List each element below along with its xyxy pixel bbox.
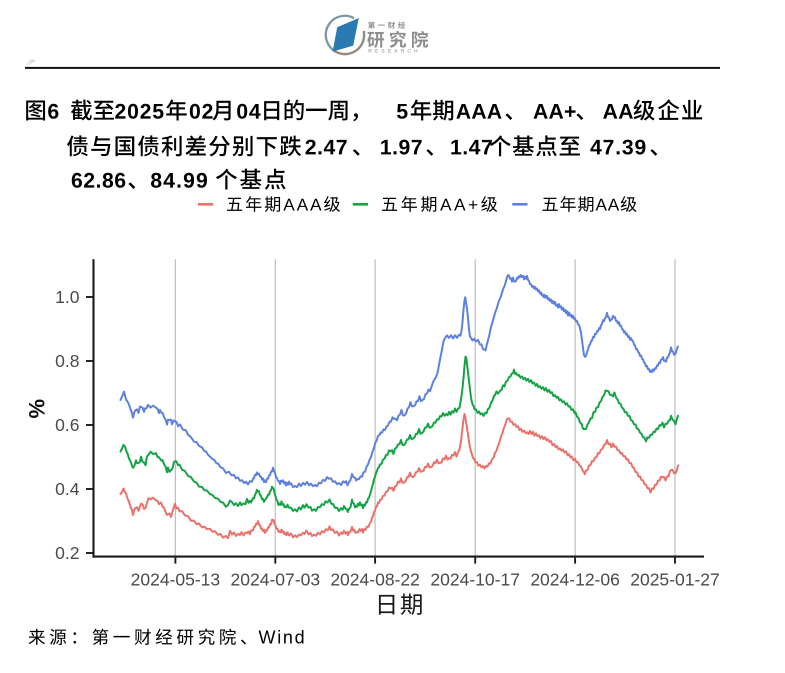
svg-text:1.0: 1.0 [55,287,80,307]
svg-text:2024-12-06: 2024-12-06 [530,570,620,590]
svg-text:2025-01-27: 2025-01-27 [630,570,720,590]
svg-text:0.6: 0.6 [55,415,79,435]
svg-text:2024-10-17: 2024-10-17 [430,570,520,590]
svg-text:2024-08-22: 2024-08-22 [330,570,420,590]
svg-text:Wind: Wind [259,628,307,648]
svg-text:0.2: 0.2 [55,543,79,563]
svg-text:0.4: 0.4 [55,479,80,499]
svg-text:0.8: 0.8 [55,351,79,371]
svg-text:2024-05-13: 2024-05-13 [131,570,221,590]
svg-text:2024-07-03: 2024-07-03 [231,570,321,590]
svg-text:%: % [24,399,49,419]
